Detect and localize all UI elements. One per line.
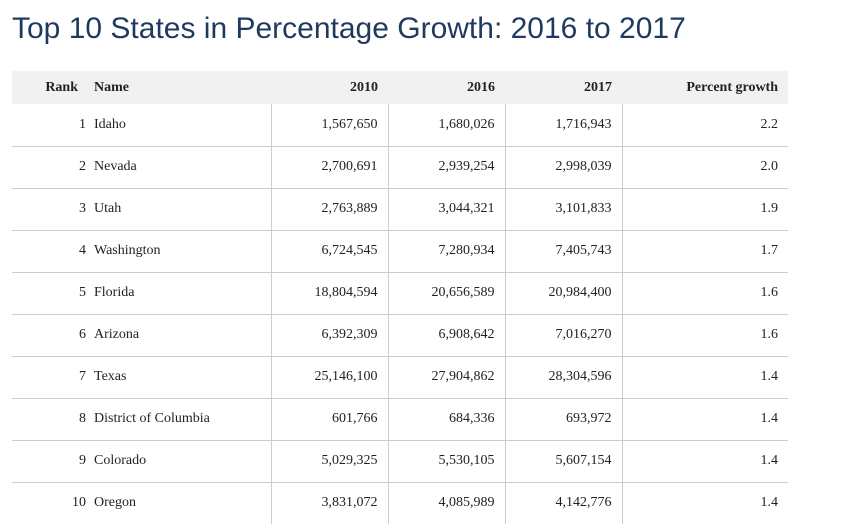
table-row: 9 Colorado 5,029,325 5,530,105 5,607,154 1.4 [12,440,788,482]
states-growth-table: Rank Name 2010 2016 2017 Percent growth … [12,71,788,524]
state-name-cell: Utah [88,188,272,230]
percent-growth-cell: 1.6 [760,327,779,342]
rank-cell: 10 [72,495,86,511]
rank-cell: 2 [79,159,86,174]
population-2017-cell: 7,016,270 [505,314,623,356]
population-2010-cell: 2,763,889 [271,188,389,230]
percent-growth-cell: 1.4 [760,411,779,426]
population-2017-cell: 693,972 [505,398,623,440]
table-row: 1 Idaho 1,567,650 1,680,026 1,716,943 2.2 [12,104,788,146]
percent-growth-cell: 2.2 [760,116,779,132]
rank-cell: 6 [79,327,86,342]
population-2016-cell: 1,680,026 [388,104,506,146]
population-2010-cell: 5,029,325 [271,440,389,482]
state-name-cell: Colorado [88,440,272,482]
population-2017-cell: 7,405,743 [505,230,623,272]
rank-cell: 4 [79,243,86,258]
column-header-2010[interactable]: 2010 [350,79,378,95]
population-2010-cell: 25,146,100 [271,356,389,398]
state-name-cell: Washington [88,230,272,272]
population-2017-cell: 2,998,039 [505,146,623,188]
table-row: 7 Texas 25,146,100 27,904,862 28,304,596 1.4 [12,356,788,398]
state-name-cell: Florida [88,272,272,314]
population-2017-cell: 4,142,776 [505,482,623,524]
population-2010-cell: 18,804,594 [271,272,389,314]
percent-growth-cell: 1.4 [760,453,779,468]
population-2017-cell: 1,716,943 [505,104,623,146]
population-2010-cell: 601,766 [271,398,389,440]
rank-cell: 8 [79,411,86,426]
rank-cell: 1 [79,116,86,132]
rank-cell: 5 [79,285,86,300]
percent-growth-cell: 1.6 [760,285,779,300]
state-name-cell: Idaho [88,104,272,146]
table-row: 10 Oregon 3,831,072 4,085,989 4,142,776 1.4 [12,482,788,524]
population-2010-cell: 6,392,309 [271,314,389,356]
table-row: 6 Arizona 6,392,309 6,908,642 7,016,270 1.6 [12,314,788,356]
rank-cell: 7 [79,369,86,384]
percent-growth-cell: 1.4 [760,369,779,384]
population-2016-cell: 5,530,105 [388,440,506,482]
population-2010-cell: 1,567,650 [271,104,389,146]
percent-growth-cell: 1.7 [760,243,779,258]
state-name-cell: Arizona [88,314,272,356]
population-2010-cell: 2,700,691 [271,146,389,188]
population-2016-cell: 2,939,254 [388,146,506,188]
state-name-cell: Nevada [88,146,272,188]
column-header-rank[interactable]: Rank [45,79,78,95]
population-2016-cell: 7,280,934 [388,230,506,272]
state-name-cell: Texas [88,356,272,398]
population-2010-cell: 6,724,545 [271,230,389,272]
population-2010-cell: 3,831,072 [271,482,389,524]
population-2017-cell: 5,607,154 [505,440,623,482]
table-row: 4 Washington 6,724,545 7,280,934 7,405,743 1.… [12,230,788,272]
column-header-2017[interactable]: 2017 [584,79,612,95]
column-header-2016[interactable]: 2016 [467,79,495,95]
column-header-percent-growth[interactable]: Percent growth [686,79,778,95]
population-2016-cell: 20,656,589 [388,272,506,314]
population-2016-cell: 3,044,321 [388,188,506,230]
population-2016-cell: 6,908,642 [388,314,506,356]
percent-growth-cell: 2.0 [760,159,779,174]
population-2017-cell: 28,304,596 [505,356,623,398]
rank-cell: 3 [79,201,86,216]
population-2016-cell: 27,904,862 [388,356,506,398]
percent-growth-cell: 1.9 [760,201,779,216]
state-name-cell: Oregon [88,482,272,524]
table-row: 5 Florida 18,804,594 20,656,589 20,984,400 1.… [12,272,788,314]
population-2017-cell: 3,101,833 [505,188,623,230]
column-header-name[interactable]: Name [94,79,129,95]
rank-cell: 9 [79,453,86,468]
table-row: 8 District of Columbia 601,766 684,336 693,9… [12,398,788,440]
population-2017-cell: 20,984,400 [505,272,623,314]
table-row: 3 Utah 2,763,889 3,044,321 3,101,833 1.9 [12,188,788,230]
percent-growth-cell: 1.4 [760,495,779,511]
table-header-row: Rank Name 2010 2016 2017 Percent growth [12,71,788,104]
page-title: Top 10 States in Percentage Growth: 2016… [12,12,686,45]
population-2016-cell: 684,336 [388,398,506,440]
state-name-cell: District of Columbia [88,398,272,440]
table-row: 2 Nevada 2,700,691 2,939,254 2,998,039 2.0 [12,146,788,188]
population-2016-cell: 4,085,989 [388,482,506,524]
